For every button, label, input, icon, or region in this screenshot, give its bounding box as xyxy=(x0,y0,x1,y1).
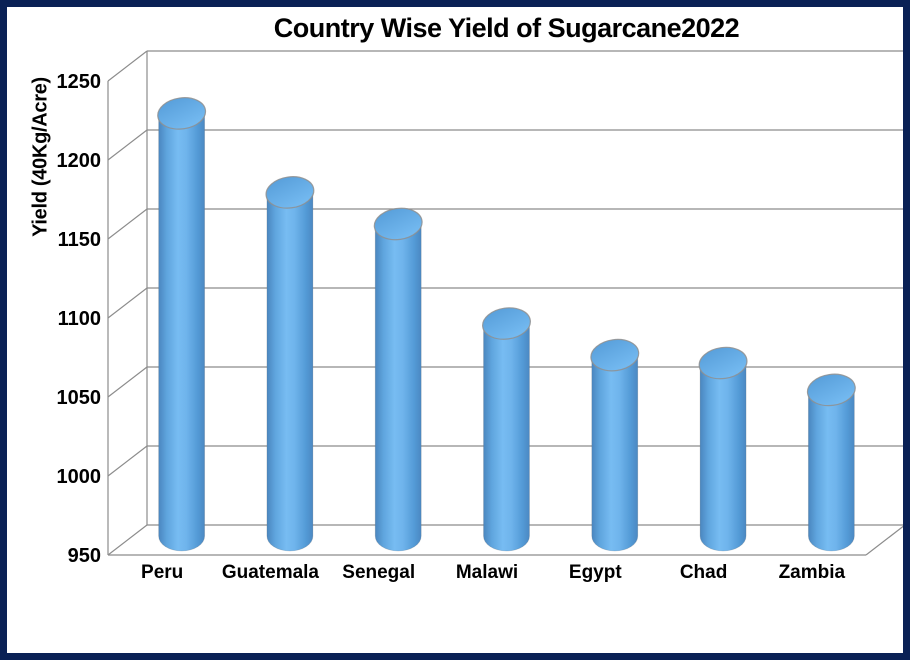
bar-top xyxy=(373,207,423,241)
bar-cylinder-malawi xyxy=(482,307,531,552)
chart-canvas: 950 1000 1050 1100 1150 1200 1250 Peru Guatemala… xyxy=(57,50,903,583)
bar-body xyxy=(699,362,747,552)
y-tick-label: 950 xyxy=(68,545,101,567)
bar-body xyxy=(807,389,855,552)
y-tick-label: 1150 xyxy=(58,229,101,251)
y-tick-label: 1100 xyxy=(58,308,101,330)
y-tick-label: 1000 xyxy=(57,466,102,488)
chart-title: Country Wise Yield of Sugarcane2022 xyxy=(273,13,740,43)
left-wall-gridline xyxy=(107,287,148,319)
x-category-label: Senegal xyxy=(342,562,415,583)
left-wall-gridline xyxy=(107,208,148,240)
x-category-label: Chad xyxy=(680,562,728,583)
bar-cylinder-peru xyxy=(157,97,207,552)
bar-body xyxy=(266,192,314,552)
x-category-label: Egypt xyxy=(569,562,622,583)
bar-top xyxy=(265,176,315,209)
bar-body xyxy=(374,223,422,552)
bar-cylinder-chad xyxy=(698,346,748,552)
x-category-labels: Peru Guatemala Senegal Malawi Egypt Chad Zambi… xyxy=(141,562,846,583)
x-category-label: Malawi xyxy=(456,562,518,583)
y-tick-label: 1200 xyxy=(57,150,102,172)
y-tick-label: 1250 xyxy=(57,71,102,93)
bar-top xyxy=(806,373,856,407)
left-wall-gridline xyxy=(107,445,148,477)
x-category-label: Zambia xyxy=(779,562,846,583)
left-wall-gridline xyxy=(107,366,148,398)
x-category-label: Guatemala xyxy=(222,562,320,583)
bar-cylinder-senegal xyxy=(373,207,423,552)
bar-cylinder-egypt xyxy=(590,338,640,552)
bar-body xyxy=(158,113,206,552)
x-category-label: Peru xyxy=(141,562,183,583)
bar-top xyxy=(590,338,640,372)
y-tick-label: 1050 xyxy=(57,387,102,409)
floor-right-edge xyxy=(865,525,903,556)
left-wall-gridline xyxy=(107,524,148,556)
bar-cylinder-zambia xyxy=(806,373,856,552)
bars xyxy=(157,97,856,552)
bar-top xyxy=(698,346,748,380)
bar-top xyxy=(482,307,531,340)
bar-body xyxy=(483,323,530,552)
left-wall-gridline xyxy=(107,129,148,161)
y-tick-labels: 950 1000 1050 1100 1150 1200 1250 xyxy=(57,71,102,567)
bar-cylinder-guatemala xyxy=(265,176,315,552)
bar-body xyxy=(591,354,639,552)
left-wall-gridline xyxy=(107,50,148,82)
bar-top xyxy=(157,97,207,130)
